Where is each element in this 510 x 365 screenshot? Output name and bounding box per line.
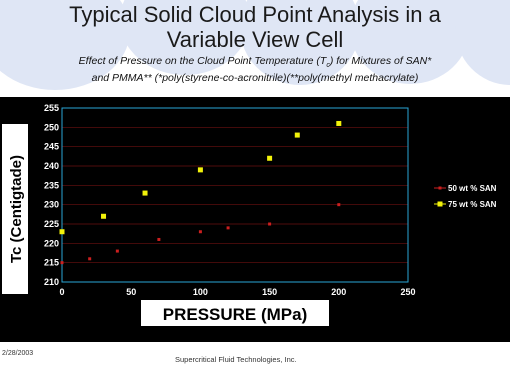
y-tick-label: 215: [44, 258, 59, 268]
data-point-50-san: [198, 230, 202, 234]
footer-date: 2/28/2003: [2, 350, 34, 357]
subtitle-line-2: and PMMA** (*poly(styrene-co-acronitrile…: [91, 72, 419, 85]
data-point-50-san: [337, 203, 341, 207]
subtitle-line-1: Effect of Pressure on the Cloud Point Te…: [0, 55, 510, 72]
x-tick-label: 200: [331, 287, 346, 297]
data-point-75-san: [294, 132, 300, 138]
y-tick-label: 245: [44, 142, 59, 152]
page-title: Typical Solid Cloud Point Analysis in a …: [0, 2, 510, 52]
legend-label: 50 wt % SAN: [448, 184, 497, 193]
y-tick-label: 210: [44, 277, 59, 287]
plot-frame: [61, 107, 409, 283]
y-tick-label: 220: [44, 238, 59, 248]
data-point-50-san: [268, 222, 272, 226]
subtitle-text-end: ) for Mixtures of SAN*: [329, 55, 432, 67]
page-subtitle: Effect of Pressure on the Cloud Point Te…: [0, 55, 510, 85]
decorative-background: [0, 0, 510, 95]
y-tick-label: 225: [44, 219, 59, 229]
footer-company: Supercritical Fluid Technologies, Inc.: [175, 355, 297, 364]
data-point-50-san: [226, 226, 230, 230]
data-point-75-san: [101, 213, 107, 219]
data-point-75-san: [142, 190, 148, 196]
data-point-75-san: [59, 229, 65, 235]
subtitle-subscript: c: [326, 62, 330, 70]
x-tick-label: 250: [400, 287, 415, 297]
data-point-50-san: [88, 257, 92, 261]
y-axis-title-box: [2, 124, 28, 294]
y-tick-label: 255: [44, 103, 59, 113]
data-point-75-san: [267, 155, 273, 161]
x-tick-label: 100: [193, 287, 208, 297]
scatter-chart: 210 215 220 225 230 235 240 245 250 255 0 50 100 150 2…: [2, 103, 497, 326]
title-line-1: Typical Solid Cloud Point Analysis in a: [69, 2, 441, 27]
legend-marker: [438, 186, 442, 190]
data-point-50-san: [60, 261, 64, 265]
x-axis-title-box: [141, 300, 329, 326]
legend-marker: [437, 201, 443, 207]
x-tick-label: 0: [59, 287, 64, 297]
data-point-75-san: [197, 167, 203, 173]
y-axis-label: Tc (Centigtade): [8, 155, 25, 263]
data-point-50-san: [115, 249, 119, 253]
x-tick-label: 50: [126, 287, 136, 297]
title-line-2: Variable View Cell: [166, 27, 344, 52]
y-tick-label: 250: [44, 122, 59, 132]
chart-panel: 210 215 220 225 230 235 240 245 250 255 0 50 100 150 2…: [0, 97, 510, 342]
legend-label: 75 wt % SAN: [448, 200, 497, 209]
subtitle-text: Effect of Pressure on the Cloud Point Te…: [78, 55, 327, 67]
y-tick-label: 230: [44, 200, 59, 210]
data-point-50-san: [157, 237, 161, 241]
x-tick-label: 150: [262, 287, 277, 297]
x-axis-label: PRESSURE (MPa): [163, 305, 308, 324]
data-point-75-san: [336, 120, 342, 126]
y-tick-label: 240: [44, 161, 59, 171]
y-tick-label: 235: [44, 180, 59, 190]
